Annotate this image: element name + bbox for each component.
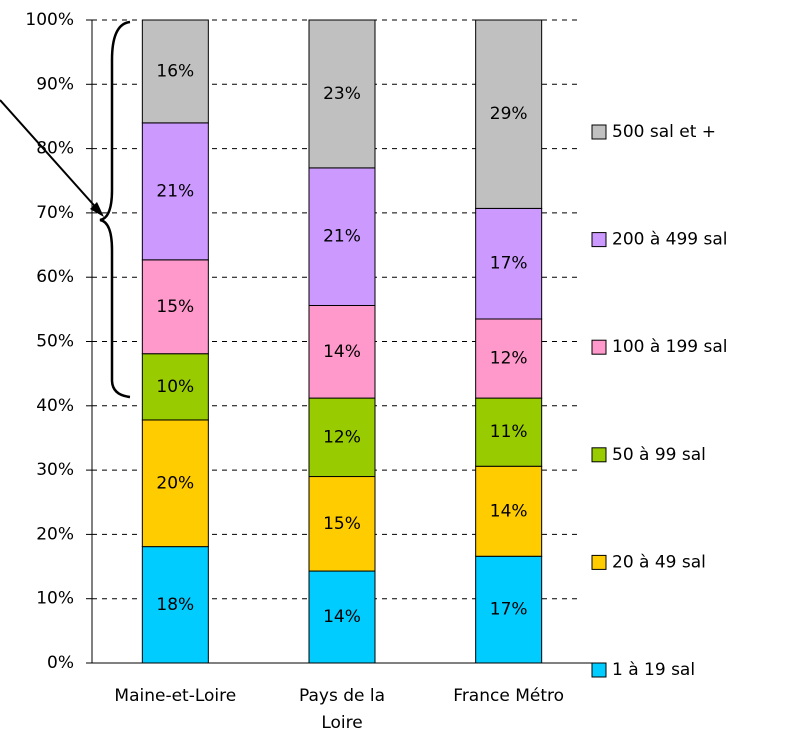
legend-swatch bbox=[591, 662, 607, 678]
y-tick-label: 50% bbox=[36, 332, 74, 352]
data-label: 17% bbox=[490, 600, 528, 620]
data-label: 21% bbox=[323, 227, 361, 247]
data-label: 16% bbox=[156, 61, 194, 81]
y-tick-label: 10% bbox=[36, 589, 74, 609]
data-label: 20% bbox=[156, 473, 194, 493]
data-label: 21% bbox=[156, 181, 194, 201]
data-label: 12% bbox=[490, 349, 528, 369]
data-label: 14% bbox=[490, 501, 528, 521]
bar-segment bbox=[141, 19, 209, 124]
bar-segment bbox=[475, 465, 543, 557]
y-tick-label: 40% bbox=[36, 396, 74, 416]
legend-label: 500 sal et + bbox=[612, 122, 716, 142]
bar-segment bbox=[475, 555, 543, 664]
legend-swatch bbox=[591, 124, 607, 140]
y-tick-label: 80% bbox=[36, 139, 74, 159]
data-label: 10% bbox=[156, 377, 194, 397]
y-tick-label: 60% bbox=[36, 267, 74, 287]
bar-segment bbox=[141, 259, 209, 355]
bar-segment bbox=[141, 353, 209, 421]
bar-segment bbox=[475, 318, 543, 399]
x-tick-label: Pays de la Loire bbox=[298, 686, 386, 733]
bar-segment bbox=[141, 122, 209, 261]
bar-segment bbox=[308, 19, 376, 169]
arrow-line bbox=[0, 99, 101, 213]
y-tick-label: 90% bbox=[36, 74, 74, 94]
legend-swatch bbox=[591, 554, 607, 570]
data-label: 15% bbox=[156, 297, 194, 317]
data-label: 11% bbox=[490, 422, 528, 442]
data-label: 23% bbox=[323, 84, 361, 104]
data-label: 18% bbox=[156, 595, 194, 615]
legend-swatch bbox=[591, 447, 607, 463]
legend-label: 20 à 49 sal bbox=[612, 552, 706, 572]
legend-label: 200 à 499 sal bbox=[612, 230, 728, 250]
bar-segment bbox=[308, 304, 376, 399]
bar-segment bbox=[141, 419, 209, 548]
arrow-head bbox=[90, 202, 104, 217]
brace bbox=[99, 20, 131, 399]
data-label: 14% bbox=[323, 607, 361, 627]
bar-segment bbox=[475, 397, 543, 467]
bar-segment bbox=[141, 546, 209, 664]
x-tick-label: France Métro bbox=[453, 686, 565, 706]
bar-segment bbox=[308, 167, 376, 306]
y-tick-label: 0% bbox=[47, 653, 74, 673]
data-label: 17% bbox=[490, 254, 528, 274]
y-tick-label: 30% bbox=[36, 460, 74, 480]
data-label: 15% bbox=[323, 514, 361, 534]
data-label: 12% bbox=[323, 427, 361, 447]
data-label: 29% bbox=[490, 104, 528, 124]
x-tick-label: Maine-et-Loire bbox=[114, 686, 237, 706]
legend-label: 1 à 19 sal bbox=[612, 660, 695, 680]
bar-segment bbox=[475, 19, 543, 209]
y-tick-label: 20% bbox=[36, 524, 74, 544]
y-tick-label: 70% bbox=[36, 203, 74, 223]
bar-segment bbox=[308, 476, 376, 572]
legend-label: 50 à 99 sal bbox=[612, 445, 706, 465]
legend-swatch bbox=[591, 339, 607, 355]
legend-swatch bbox=[591, 232, 607, 248]
y-tick-label: 100% bbox=[25, 10, 74, 30]
data-label: 14% bbox=[323, 342, 361, 362]
legend-label: 100 à 199 sal bbox=[612, 337, 728, 357]
bar-segment bbox=[308, 570, 376, 664]
